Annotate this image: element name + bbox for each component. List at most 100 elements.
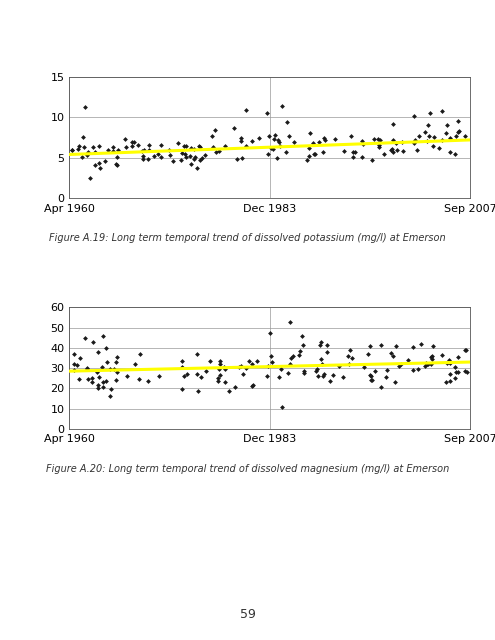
Point bbox=[315, 137, 323, 147]
Point bbox=[410, 111, 418, 122]
Point bbox=[73, 360, 81, 371]
Point bbox=[123, 371, 131, 381]
Point bbox=[135, 374, 143, 384]
Point bbox=[275, 137, 283, 147]
Point bbox=[231, 382, 239, 392]
Point bbox=[113, 160, 121, 170]
Point bbox=[340, 145, 347, 156]
Point bbox=[180, 371, 188, 381]
Point bbox=[254, 133, 262, 143]
Point bbox=[215, 359, 223, 369]
Point bbox=[348, 353, 356, 364]
Point bbox=[413, 145, 421, 155]
Point bbox=[265, 131, 273, 141]
Point bbox=[313, 364, 321, 374]
Point bbox=[237, 362, 245, 372]
Point bbox=[319, 371, 327, 381]
Point bbox=[236, 362, 244, 372]
Point bbox=[289, 351, 297, 362]
Point bbox=[393, 138, 400, 148]
Point bbox=[178, 148, 186, 158]
Point bbox=[426, 108, 434, 118]
Point bbox=[114, 145, 122, 156]
Point bbox=[306, 128, 314, 138]
Point bbox=[92, 159, 99, 170]
Point bbox=[367, 375, 375, 385]
Text: 59: 59 bbox=[240, 608, 255, 621]
Point bbox=[81, 333, 89, 343]
Point bbox=[88, 377, 96, 387]
Point bbox=[196, 141, 204, 152]
Point bbox=[95, 347, 102, 357]
Point bbox=[144, 376, 152, 387]
Point bbox=[215, 146, 223, 156]
Point bbox=[320, 369, 328, 379]
Point bbox=[370, 134, 378, 144]
Point bbox=[74, 144, 82, 154]
Point bbox=[99, 382, 107, 392]
Point bbox=[326, 376, 334, 386]
Point bbox=[214, 376, 222, 386]
Point bbox=[388, 144, 396, 154]
Point bbox=[193, 349, 201, 359]
Point bbox=[215, 364, 223, 374]
Point bbox=[387, 145, 395, 156]
Point bbox=[233, 154, 241, 164]
Point bbox=[93, 367, 101, 377]
Point bbox=[76, 353, 84, 363]
Point bbox=[288, 353, 296, 363]
Point bbox=[375, 142, 383, 152]
Point bbox=[245, 356, 253, 367]
Text: Figure A.20: Long term temporal trend of dissolved magnesium (mg/l) at Emerson: Figure A.20: Long term temporal trend of… bbox=[46, 464, 449, 474]
Point bbox=[208, 131, 216, 141]
Point bbox=[89, 141, 97, 152]
Point bbox=[242, 141, 250, 151]
Point bbox=[424, 120, 432, 130]
Point bbox=[296, 346, 304, 356]
Point bbox=[278, 401, 286, 412]
Point bbox=[131, 359, 139, 369]
Point bbox=[110, 364, 118, 374]
Point bbox=[295, 350, 303, 360]
Point bbox=[394, 145, 401, 155]
Point bbox=[425, 131, 433, 141]
Point bbox=[196, 155, 203, 165]
Point bbox=[270, 134, 278, 145]
Point bbox=[463, 367, 471, 378]
Point bbox=[392, 341, 400, 351]
Point bbox=[443, 376, 450, 387]
Point bbox=[305, 151, 313, 161]
Point bbox=[178, 356, 186, 367]
Point bbox=[180, 141, 188, 152]
Point bbox=[169, 156, 177, 166]
Point bbox=[102, 376, 110, 386]
Point bbox=[237, 133, 245, 143]
Point bbox=[95, 158, 103, 168]
Point bbox=[399, 146, 407, 156]
Point bbox=[76, 141, 84, 151]
Point bbox=[397, 137, 405, 147]
Point bbox=[263, 108, 271, 118]
Point bbox=[214, 373, 222, 383]
Point bbox=[438, 135, 446, 145]
Point bbox=[382, 372, 390, 383]
Point bbox=[146, 145, 153, 155]
Point bbox=[388, 348, 396, 358]
Point bbox=[359, 139, 367, 149]
Point bbox=[216, 370, 224, 380]
Point bbox=[155, 371, 163, 381]
Point bbox=[321, 135, 329, 145]
Point bbox=[91, 147, 99, 157]
Point bbox=[454, 367, 462, 377]
Point bbox=[285, 131, 293, 141]
Point bbox=[194, 386, 201, 396]
Point bbox=[311, 148, 319, 159]
Point bbox=[157, 152, 165, 162]
Point bbox=[351, 147, 359, 157]
Point bbox=[462, 345, 470, 355]
Point bbox=[138, 146, 146, 156]
Point bbox=[200, 150, 208, 161]
Point bbox=[427, 351, 435, 362]
Point bbox=[134, 140, 142, 150]
Point bbox=[277, 364, 285, 374]
